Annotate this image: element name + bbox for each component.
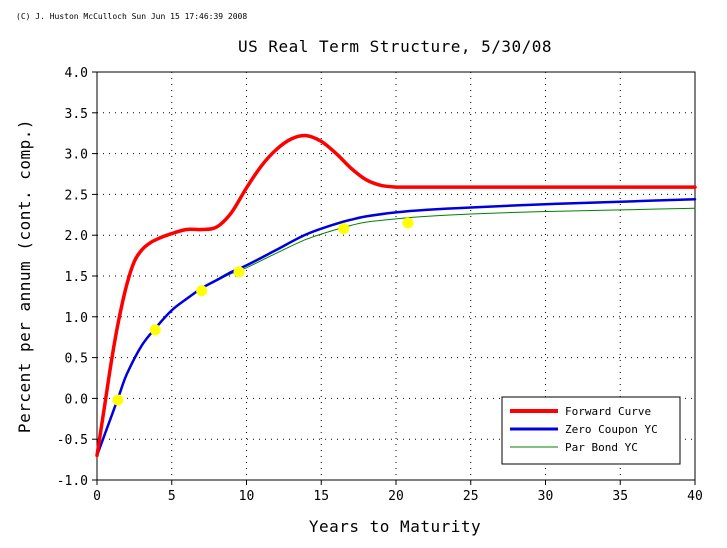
y-axis-label: Percent per annum (cont. comp.) <box>15 119 34 433</box>
legend: Forward Curve Zero Coupon YC Par Bond YC <box>501 396 681 465</box>
y-tick-label: 3.5 <box>65 107 88 122</box>
observed-markers <box>112 217 414 406</box>
y-tick-labels: -1.0 -0.5 0.0 0.5 1.0 1.5 2.0 2.5 3.0 3.5 4.0 <box>57 66 88 489</box>
observed-point <box>402 217 414 229</box>
y-tick-label: 2.0 <box>65 229 88 244</box>
observed-point <box>338 223 350 235</box>
legend-label-zero-coupon-yc: Zero Coupon YC <box>565 423 658 436</box>
y-tick-label: -0.5 <box>57 433 88 448</box>
x-tick-label: 10 <box>239 489 255 504</box>
axis-ticks <box>92 71 696 485</box>
y-tick-label: 4.0 <box>65 66 88 81</box>
copyright-text: (C) J. Huston McCulloch Sun Jun 15 17:46… <box>16 12 247 21</box>
observed-point <box>196 285 208 297</box>
series-line-forward-curve <box>95 133 697 458</box>
x-axis-label: Years to Maturity <box>309 517 481 536</box>
observed-point <box>112 394 124 406</box>
x-tick-label: 25 <box>463 489 479 504</box>
x-tick-label: 40 <box>687 489 703 504</box>
x-tick-label: 15 <box>313 489 329 504</box>
legend-label-par-bond-yc: Par Bond YC <box>565 441 638 454</box>
y-tick-label: 0.0 <box>65 392 88 407</box>
observed-point <box>233 266 245 278</box>
x-tick-label: 30 <box>538 489 554 504</box>
x-tick-label: 20 <box>388 489 404 504</box>
x-tick-label: 5 <box>168 489 176 504</box>
legend-label-forward-curve: Forward Curve <box>565 405 651 418</box>
y-tick-label: 0.5 <box>65 352 88 367</box>
y-tick-label: 1.0 <box>65 311 88 326</box>
x-tick-label: 0 <box>93 489 101 504</box>
x-tick-labels: 0 5 10 15 20 25 30 35 40 <box>93 489 703 504</box>
y-tick-label: 3.0 <box>65 148 88 163</box>
chart-title: US Real Term Structure, 5/30/08 <box>238 37 552 56</box>
observed-point <box>149 324 161 336</box>
y-tick-label: -1.0 <box>57 474 88 489</box>
y-tick-label: 1.5 <box>65 270 88 285</box>
x-tick-label: 35 <box>612 489 628 504</box>
y-tick-label: 2.5 <box>65 188 88 203</box>
